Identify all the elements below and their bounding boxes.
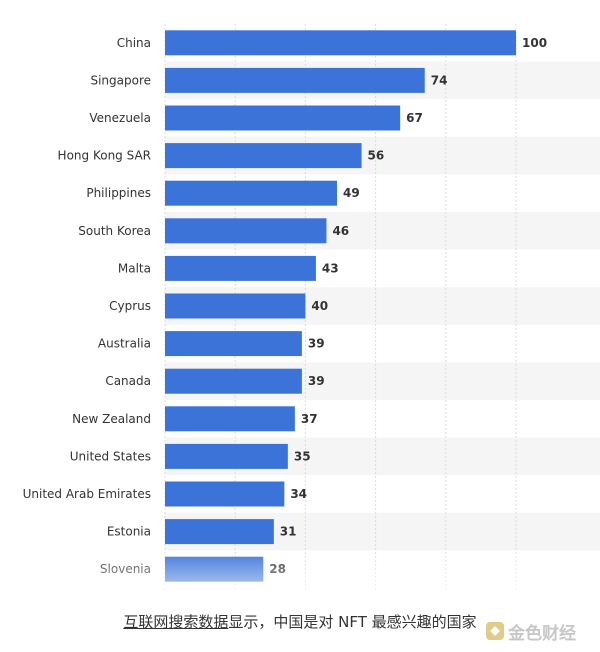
bar [165,556,264,582]
watermark-logo-icon [486,622,504,640]
bar [165,30,516,56]
category-label: Singapore [90,73,151,87]
category-label: New Zealand [72,412,151,426]
category-label: Canada [105,374,151,388]
value-label: 43 [322,261,339,275]
bar [165,519,274,545]
bars [165,30,516,582]
category-label: Malta [118,261,151,275]
value-label: 40 [311,299,328,313]
value-label: 67 [406,111,423,125]
bar [165,443,288,469]
bar [165,180,337,206]
category-label: Hong Kong SAR [58,149,151,163]
value-label: 31 [280,525,297,539]
category-label: Australia [98,337,151,351]
value-label: 35 [294,449,311,463]
bar [165,406,295,432]
category-label: Venezuela [89,111,151,125]
category-label: Cyprus [109,299,151,313]
category-label: United Arab Emirates [23,487,151,501]
bar [165,67,425,93]
value-label: 34 [290,487,307,501]
bar [165,293,306,319]
value-label: 74 [431,73,448,87]
watermark-text: 金色财经 [508,623,576,644]
category-label: Slovenia [100,562,151,576]
value-label: 39 [308,374,325,388]
category-label: South Korea [78,224,151,238]
bar [165,481,285,507]
value-label: 49 [343,186,360,200]
value-label: 39 [308,337,325,351]
bar [165,368,302,394]
bar-chart: China Singapore Venezuela Hong Kong SAR Phil… [22,24,548,590]
bar [165,105,401,131]
category-label: China [117,36,151,50]
caption-link[interactable]: 互联网搜索数据 [123,613,229,631]
bar [165,143,362,169]
category-label: Philippines [86,186,151,200]
category-label: United States [70,449,151,463]
caption-text: 显示，中国是对 NFT 最感兴趣的国家 [228,613,477,631]
value-label: 28 [269,562,286,576]
value-label: 37 [301,412,318,426]
category-label: Estonia [107,525,151,539]
value-label: 100 [522,36,547,50]
bar [165,255,316,281]
value-label: 46 [332,224,349,238]
bar [165,218,327,244]
category-labels: China Singapore Venezuela Hong Kong SAR Phil… [23,36,151,576]
value-label: 56 [368,149,385,163]
bar [165,331,302,357]
caption: 互联网搜索数据显示，中国是对 NFT 最感兴趣的国家 [0,612,600,632]
watermark: 金色财经 [486,618,598,644]
